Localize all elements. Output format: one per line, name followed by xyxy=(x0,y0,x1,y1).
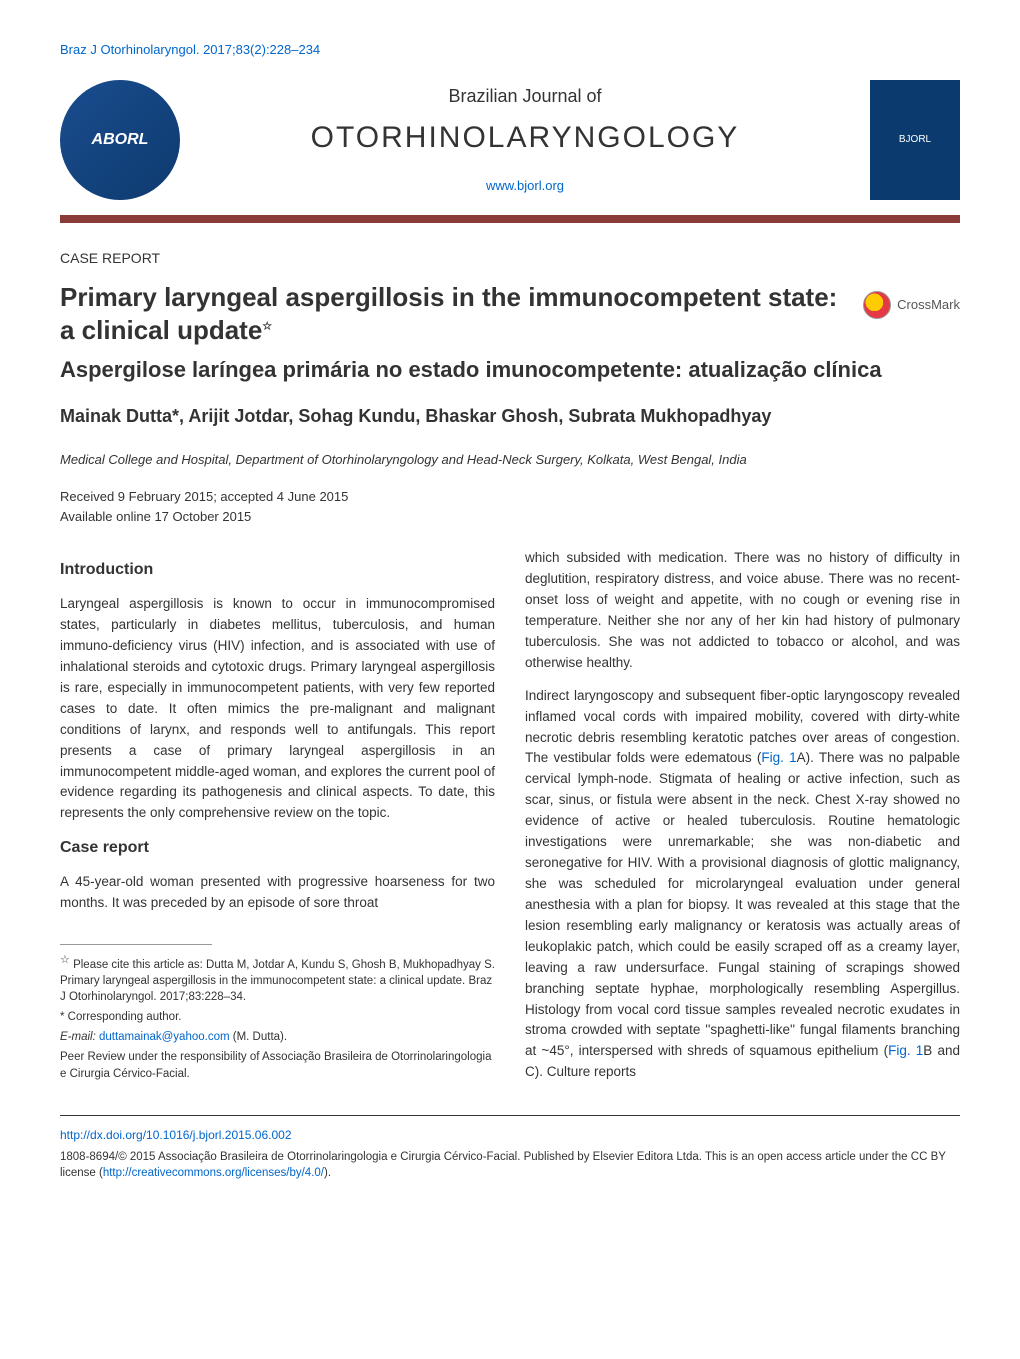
fig1-ref-a[interactable]: Fig. 1 xyxy=(761,750,796,765)
email-suffix: (M. Dutta). xyxy=(230,1031,288,1043)
journal-title-block: Brazilian Journal of OTORHINOLARYNGOLOGY… xyxy=(200,83,850,196)
cc-license-link[interactable]: http://creativecommons.org/licenses/by/4… xyxy=(103,1167,324,1179)
left-column: Introduction Laryngeal aspergillosis is … xyxy=(60,548,495,1095)
journal-subtitle: Brazilian Journal of xyxy=(200,83,850,110)
right-paragraph-1: which subsided with medication. There wa… xyxy=(525,548,960,674)
intro-paragraph: Laryngeal aspergillosis is known to occu… xyxy=(60,594,495,824)
cite-text: Please cite this article as: Dutta M, Jo… xyxy=(60,959,495,1003)
title-star: ☆ xyxy=(262,321,272,333)
section-label: CASE REPORT xyxy=(60,248,960,269)
journal-header: ABORL Brazilian Journal of OTORHINOLARYN… xyxy=(60,80,960,200)
crossmark-widget[interactable]: CrossMark xyxy=(863,291,960,319)
peer-review-footnote: Peer Review under the responsibility of … xyxy=(60,1049,495,1081)
title-row: Primary laryngeal aspergillosis in the i… xyxy=(60,281,960,357)
case-report-heading: Case report xyxy=(60,836,495,860)
copyright-line: 1808-8694/© 2015 Associação Brasileira d… xyxy=(60,1149,960,1181)
authors-line: Mainak Dutta*, Arijit Jotdar, Sohag Kund… xyxy=(60,403,960,430)
right-paragraph-2: Indirect laryngoscopy and subsequent fib… xyxy=(525,686,960,1084)
title-text: Primary laryngeal aspergillosis in the i… xyxy=(60,282,837,346)
bottom-rule xyxy=(60,1115,960,1116)
cc-suffix: ). xyxy=(324,1167,331,1179)
doi-link[interactable]: http://dx.doi.org/10.1016/j.bjorl.2015.0… xyxy=(60,1128,292,1142)
journal-cover-thumbnail: BJORL xyxy=(870,80,960,200)
article-title: Primary laryngeal aspergillosis in the i… xyxy=(60,281,843,349)
header-citation: Braz J Otorhinolaryngol. 2017;83(2):228–… xyxy=(60,40,960,60)
case-paragraph-1: A 45-year-old woman presented with progr… xyxy=(60,872,495,914)
crossmark-label: CrossMark xyxy=(897,295,960,315)
right-column: which subsided with medication. There wa… xyxy=(525,548,960,1095)
two-column-body: Introduction Laryngeal aspergillosis is … xyxy=(60,548,960,1095)
introduction-heading: Introduction xyxy=(60,558,495,582)
email-link[interactable]: duttamainak@yahoo.com xyxy=(99,1031,230,1043)
divider-bar xyxy=(60,215,960,223)
dates: Received 9 February 2015; accepted 4 Jun… xyxy=(60,487,960,526)
aborl-logo: ABORL xyxy=(60,80,180,200)
journal-name: OTORHINOLARYNGOLOGY xyxy=(200,115,850,160)
email-footnote: E-mail: duttamainak@yahoo.com (M. Dutta)… xyxy=(60,1029,495,1045)
footnote-star: ☆ xyxy=(60,954,70,966)
footnote-rule xyxy=(60,944,212,945)
journal-url-link[interactable]: www.bjorl.org xyxy=(486,178,564,193)
dates-online: Available online 17 October 2015 xyxy=(60,507,960,527)
affiliation: Medical College and Hospital, Department… xyxy=(60,450,960,470)
logo-area: ABORL xyxy=(60,80,180,200)
crossmark-icon xyxy=(863,291,891,319)
email-label: E-mail: xyxy=(60,1031,99,1043)
article-subtitle: Aspergilose laríngea primária no estado … xyxy=(60,356,960,385)
authors-text: Mainak Dutta*, Arijit Jotdar, Sohag Kund… xyxy=(60,406,771,426)
corresponding-author: * Corresponding author. xyxy=(60,1009,495,1025)
cite-footnote: ☆ Please cite this article as: Dutta M, … xyxy=(60,953,495,1005)
dates-received: Received 9 February 2015; accepted 4 Jun… xyxy=(60,487,960,507)
fig1-ref-b[interactable]: Fig. 1 xyxy=(888,1043,923,1058)
rp2-b: A). There was no palpable cervical lymph… xyxy=(525,750,960,1058)
